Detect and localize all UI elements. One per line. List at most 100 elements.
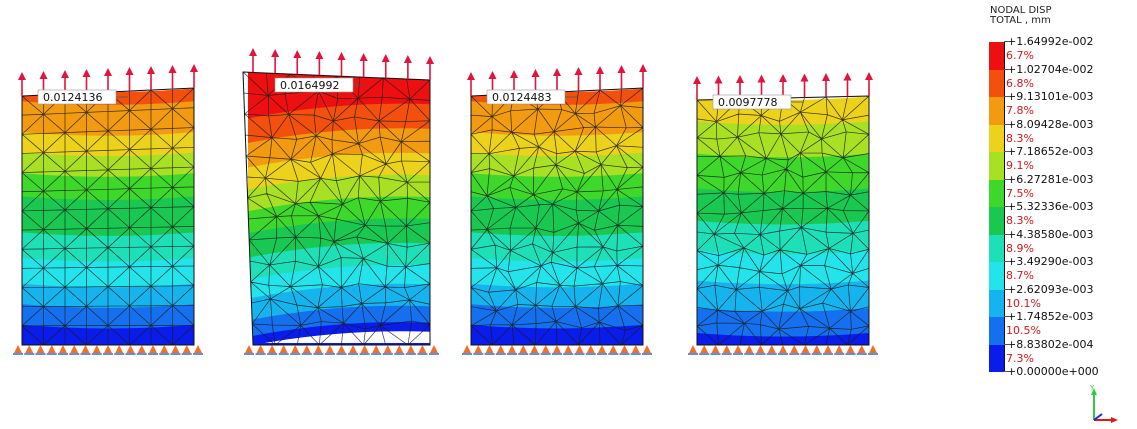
model-contour-group [697, 96, 869, 345]
support-symbol [25, 345, 34, 353]
y-axis-label: Y [1089, 384, 1095, 392]
legend-boundary-value: +1.02704e-002 [1003, 62, 1094, 76]
legend-boundary-value: +8.09428e-003 [1003, 117, 1094, 131]
support-symbol [337, 345, 346, 353]
support-symbol [790, 345, 799, 353]
support-symbol [722, 345, 731, 353]
legend-swatch [989, 344, 1005, 372]
legend-band-percent: 7.5% [1006, 186, 1034, 200]
model-outline [470, 87, 644, 346]
support-symbol [541, 345, 550, 353]
support-symbol [835, 345, 844, 353]
support-symbol [643, 345, 651, 353]
support-symbol [430, 345, 438, 353]
support-symbol [314, 345, 323, 353]
contour-band [248, 322, 430, 345]
support-symbol [81, 345, 90, 353]
legend-band-percent: 8.9% [1006, 241, 1034, 255]
legend-band-percent: 9.1% [1006, 159, 1034, 172]
model-1: 0.0124136 [13, 64, 203, 355]
support-symbol [104, 345, 112, 353]
support-symbol [59, 345, 67, 353]
legend-band-percent: 8.7% [1006, 269, 1034, 282]
support-symbol [126, 345, 135, 353]
max-displacement-label: 0.0124483 [492, 91, 552, 104]
support-symbol [291, 345, 300, 353]
contour-band [697, 250, 869, 286]
legend-swatch [989, 69, 1005, 97]
support-symbol [149, 345, 157, 353]
support-symbol [869, 345, 877, 353]
mesh-lines [22, 88, 194, 345]
legend-title-line2: TOTAL , mm [990, 15, 1051, 26]
legend-swatch [989, 317, 1005, 345]
legend-swatch [989, 97, 1005, 125]
model-viewport[interactable]: 0.0124136 0.0164992 0.0124483 0.0097778 [0, 0, 980, 429]
legend-boundary-value: +3.49290e-003 [1003, 255, 1094, 268]
support-symbol [325, 345, 334, 353]
support-symbol [182, 345, 191, 353]
contour-band [697, 332, 869, 345]
support-symbol [801, 345, 810, 353]
support-symbol [846, 345, 855, 353]
support-symbol [36, 345, 45, 353]
support-symbol [115, 345, 124, 353]
support-symbol [519, 345, 528, 353]
model-contour-group [22, 88, 194, 345]
support-symbol [586, 345, 595, 353]
legend-swatch [989, 179, 1005, 207]
legend-band-percent: 7.3% [1006, 351, 1034, 365]
model-outline [242, 71, 431, 346]
mesh-lines [471, 88, 643, 345]
support-symbol [689, 345, 697, 353]
model-4: 0.0097778 [688, 72, 878, 355]
legend-swatch [989, 262, 1005, 290]
y-axis-arrow [1091, 388, 1097, 395]
support-symbol [620, 345, 629, 353]
mesh-lines [697, 96, 869, 345]
support-symbol [496, 345, 505, 353]
support-symbol [171, 345, 180, 353]
support-symbol [756, 345, 765, 353]
support-symbol [463, 345, 471, 353]
support-symbol [14, 345, 22, 353]
legend-boundary-value: +4.38580e-003 [1003, 227, 1094, 241]
support-symbol [812, 345, 821, 353]
contour-band [471, 283, 643, 309]
support-symbol [631, 345, 640, 353]
z-axis-line [1093, 413, 1103, 421]
support-symbol [609, 345, 618, 353]
legend-band-percent: 6.7% [1006, 49, 1034, 62]
support-symbol [857, 345, 866, 353]
legend-swatch [989, 124, 1005, 152]
support-symbol [745, 345, 754, 353]
model-2: 0.0164992 [242, 48, 439, 355]
support-symbol [824, 345, 832, 353]
contour-band [471, 257, 643, 289]
legend-band-percent: 10.1% [1006, 296, 1041, 310]
legend-boundary-value: +1.74852e-003 [1003, 310, 1094, 323]
legend-swatch [989, 152, 1005, 180]
legend-band-percent: 10.5% [1006, 324, 1041, 337]
legend-band-percent: 7.8% [1006, 104, 1034, 117]
support-symbol [418, 345, 427, 353]
legend-boundary-value: +1.64992e-002 [1003, 35, 1094, 48]
displacement-legend: NODAL DISP TOTAL , mm +1.64992e-002 6.7% +… [985, 6, 1137, 426]
legend-boundary-value: +5.32336e-003 [1003, 200, 1094, 213]
support-symbol [700, 345, 709, 353]
support-symbol [70, 345, 79, 353]
legend-band-percent: 6.8% [1006, 76, 1034, 90]
legend-boundary-value: +8.83802e-004 [1003, 337, 1094, 351]
support-symbol [575, 345, 584, 353]
max-displacement-label: 0.0097778 [718, 96, 778, 109]
model-outline [21, 87, 195, 346]
support-symbol [268, 345, 277, 353]
legend-title-line1: NODAL DISP [990, 5, 1052, 16]
support-symbol [406, 345, 415, 353]
model-3: 0.0124483 [462, 64, 652, 355]
model-outline [696, 95, 870, 346]
contour-band [248, 343, 430, 345]
contour-band [697, 153, 869, 194]
support-symbol [360, 345, 369, 353]
legend-boundary-value: +6.27281e-003 [1003, 172, 1094, 186]
